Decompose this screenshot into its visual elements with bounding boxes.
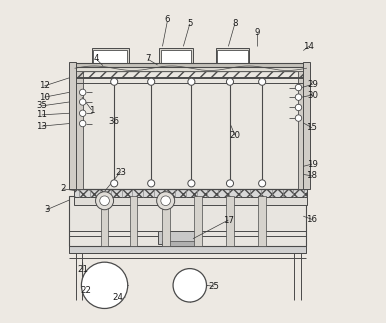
Text: 14: 14: [303, 42, 314, 51]
Circle shape: [227, 78, 234, 85]
Circle shape: [111, 78, 118, 85]
Bar: [161, 49, 191, 63]
Text: 3: 3: [44, 205, 49, 214]
Circle shape: [227, 180, 234, 187]
Bar: [162, 196, 169, 246]
Circle shape: [100, 196, 109, 205]
Bar: [191, 288, 200, 297]
Text: 6: 6: [164, 16, 170, 25]
Circle shape: [295, 84, 302, 91]
Text: 36: 36: [109, 117, 120, 126]
Bar: [74, 63, 307, 67]
Text: 20: 20: [229, 131, 240, 140]
Text: 35: 35: [36, 101, 47, 110]
Text: 8: 8: [232, 19, 237, 28]
Circle shape: [188, 180, 195, 187]
Circle shape: [80, 89, 86, 96]
Bar: [258, 196, 266, 246]
Text: 22: 22: [81, 286, 92, 295]
Text: 7: 7: [145, 54, 151, 63]
Bar: [191, 275, 200, 284]
Bar: [159, 48, 193, 65]
Text: 13: 13: [36, 122, 47, 130]
Bar: [69, 62, 76, 189]
Text: 19: 19: [306, 160, 317, 169]
Bar: [226, 196, 234, 246]
Bar: [74, 77, 307, 83]
Text: 18: 18: [306, 172, 318, 181]
Bar: [194, 196, 201, 246]
Circle shape: [259, 180, 266, 187]
Circle shape: [80, 110, 86, 117]
Bar: [217, 49, 248, 63]
Bar: [163, 241, 195, 246]
Text: 1: 1: [89, 106, 95, 115]
Circle shape: [80, 120, 86, 127]
Bar: [157, 231, 200, 245]
Bar: [93, 49, 127, 63]
Circle shape: [96, 192, 113, 210]
Text: 30: 30: [307, 91, 318, 100]
Circle shape: [295, 115, 302, 121]
Bar: [298, 71, 307, 189]
Text: 25: 25: [208, 282, 219, 291]
Bar: [74, 71, 307, 189]
Circle shape: [81, 262, 128, 308]
Circle shape: [259, 78, 266, 85]
Text: 23: 23: [115, 168, 126, 177]
Text: 15: 15: [306, 123, 318, 132]
Circle shape: [111, 180, 118, 187]
Text: 17: 17: [223, 216, 234, 225]
Circle shape: [157, 192, 175, 210]
Bar: [130, 196, 137, 246]
Text: 24: 24: [112, 293, 123, 302]
Text: 10: 10: [39, 93, 50, 102]
Bar: [92, 48, 129, 65]
Bar: [74, 71, 83, 189]
Circle shape: [161, 196, 171, 205]
Text: 2: 2: [60, 184, 66, 193]
Bar: [215, 48, 249, 65]
Bar: [74, 197, 307, 204]
Bar: [74, 65, 307, 71]
Bar: [303, 62, 310, 189]
Bar: [69, 196, 306, 246]
Circle shape: [173, 269, 207, 302]
Bar: [74, 189, 307, 197]
Circle shape: [188, 78, 195, 85]
Bar: [74, 65, 307, 78]
Circle shape: [148, 180, 155, 187]
Circle shape: [80, 99, 86, 105]
Circle shape: [148, 78, 155, 85]
Text: 11: 11: [36, 110, 47, 120]
Text: 21: 21: [78, 266, 88, 274]
Text: 4: 4: [94, 54, 99, 63]
Text: 5: 5: [187, 19, 193, 28]
Text: 29: 29: [307, 80, 318, 89]
Circle shape: [295, 104, 302, 111]
Bar: [101, 196, 108, 246]
Text: 9: 9: [255, 28, 260, 37]
Circle shape: [295, 94, 302, 100]
Text: 12: 12: [39, 81, 50, 90]
Bar: [69, 246, 306, 253]
Text: 16: 16: [306, 215, 318, 224]
